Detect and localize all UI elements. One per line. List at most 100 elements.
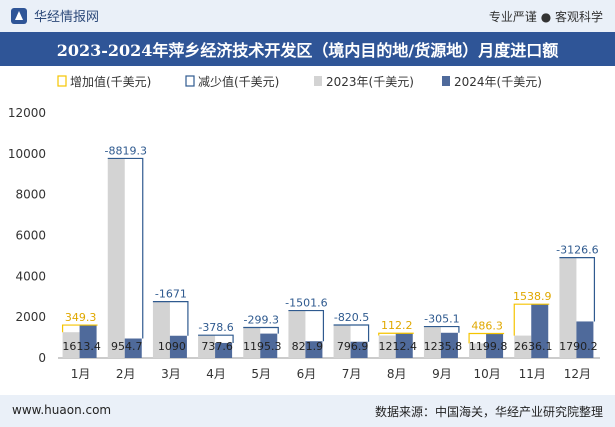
change-label: 349.3 [65,311,97,324]
bar-2023 [514,335,532,358]
bar-2023 [423,326,441,358]
y-tick-label: 0 [38,351,46,365]
bar-2024 [576,321,594,358]
decrease-bracket [288,309,325,342]
bar-2023 [559,257,577,358]
x-tick-label: 2月 [116,367,136,381]
bar-2024 [260,333,278,358]
value-label-2024: 796.9 [337,340,369,353]
legend-label: 2024年(千美元) [454,75,542,89]
y-tick-label: 12000 [8,106,46,120]
legend-label: 增加值(千美元) [70,74,151,89]
chart-title: 2023-2024年萍乡经济技术开发区（境内目的地/货源地）月度进口额 [56,41,559,60]
x-tick-label: 3月 [161,367,181,381]
x-tick-label: 11月 [519,367,546,381]
bar-2024 [531,304,549,358]
value-label-2024: 1613.4 [62,340,101,353]
y-tick-label: 8000 [15,188,46,202]
value-label-2024: 821.9 [292,340,324,353]
bar-2024 [395,333,413,358]
change-label: -8819.3 [105,144,147,157]
bar-2023 [62,332,80,358]
legend-decrease-swatch [185,75,195,87]
x-axis: 1月 2月 3月 4月 5月 6月 7月 8月 9月 10月 11月 12月 [71,367,591,381]
value-label-2024: 737.6 [201,340,233,353]
increase-bracket [378,332,414,336]
bar-2023 [288,310,306,358]
change-label: -299.3 [244,313,279,326]
decrease-bracket [559,257,596,322]
value-label-2024: 1090 [158,340,186,353]
brand-logo-icon [11,7,27,24]
change-label: -820.5 [334,311,369,324]
bar-2023 [243,327,261,358]
bar-2024 [486,333,504,358]
bar-2024 [215,342,233,358]
value-label-2024: 1235.8 [424,340,463,353]
brand-name: 华经情报网 [34,10,100,25]
value-label-2024: 1212.4 [379,340,418,353]
bar-2023 [333,324,351,358]
decrease-bracket [152,301,189,336]
y-axis: 0 2000 4000 6000 8000 10000 12000 [8,106,600,365]
value-label-2024: 2636.1 [514,340,553,353]
y-tick-label: 6000 [15,229,46,243]
legend-2024-swatch [442,76,450,86]
data-source: 数据来源：中国海关，华经产业研究院整理 [374,405,603,419]
y-tick-label: 10000 [8,147,46,161]
bars [61,157,596,358]
y-tick-label: 4000 [15,269,46,283]
change-label: -3126.6 [556,244,598,257]
increase-bracket [513,303,550,336]
bar-2024 [350,341,368,358]
x-tick-label: 5月 [251,367,271,381]
change-label: -305.1 [424,313,459,326]
x-tick-label: 6月 [297,367,317,381]
site-link[interactable]: www.huaon.com [12,403,112,417]
bar-2024 [124,338,142,358]
bar-2023 [152,301,170,358]
change-label: 1538.9 [513,290,552,303]
x-tick-label: 7月 [342,367,362,381]
x-tick-label: 10月 [473,367,500,381]
legend-2023-swatch [314,76,322,86]
value-label-2024: 954.7 [111,340,143,353]
bar-2024 [305,341,323,358]
bar-2023 [469,343,487,358]
title-bar: 2023-2024年萍乡经济技术开发区（境内目的地/货源地）月度进口额 [0,32,615,66]
value-label-2024: 1195.3 [243,340,282,353]
bar-2023 [107,158,125,358]
brand[interactable]: 华经情报网 [10,6,99,25]
change-label: -1501.6 [285,297,327,310]
x-tick-label: 1月 [71,367,91,381]
legend-label: 减少值(千美元) [198,74,279,89]
top-banner: 华经情报网 专业严谨 ● 客观科学 [0,0,615,32]
legend: 增加值(千美元) 减少值(千美元) 2023年(千美元) 2024年(千美元) [57,74,542,89]
legend-increase-swatch [57,75,67,87]
footer: www.huaon.com 数据来源：中国海关，华经产业研究院整理 [0,395,615,427]
x-tick-label: 8月 [387,367,407,381]
x-tick-label: 12月 [564,367,591,381]
value-label-2024: 1790.2 [559,340,598,353]
increase-bracket [468,332,505,344]
chart-area: 增加值(千美元) 减少值(千美元) 2023年(千美元) 2024年(千美元) 0 20… [8,74,600,381]
bar-2024 [440,332,458,358]
bar-2024 [169,335,187,358]
data-labels: 349.3 1613.4 -8819.3 954.7 -1671 1090 -378.6 73… [62,144,598,353]
bar-2023 [198,335,216,358]
legend-label: 2023年(千美元) [326,75,414,89]
slogan: 专业严谨 ● 客观科学 [488,10,603,24]
increase-bracket [61,324,98,333]
change-label: -378.6 [198,321,233,334]
bar-2024 [79,325,97,358]
y-tick-label: 2000 [15,310,46,324]
value-label-2024: 1199.8 [469,340,508,353]
bar-2023 [378,335,396,358]
x-tick-label: 9月 [432,367,452,381]
decrease-bracket [198,334,234,343]
change-label: 112.2 [381,319,413,332]
change-label: 486.3 [471,320,503,333]
decrease-bracket [423,325,460,333]
decrease-bracket [107,157,144,339]
change-label: -1671 [155,288,187,301]
